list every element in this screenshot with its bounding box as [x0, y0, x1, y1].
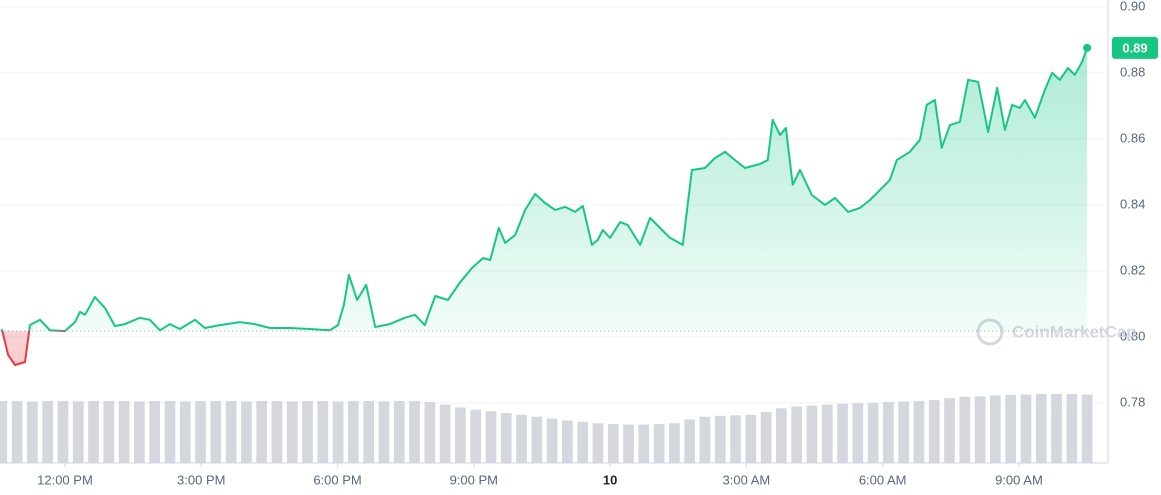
volume-bar [990, 395, 1001, 463]
area-up [1, 47, 1088, 331]
volume-bar [103, 400, 115, 463]
volume-bar [623, 424, 634, 463]
volume-bar [1066, 394, 1078, 463]
volume-bar [714, 415, 726, 463]
volume-bar [439, 404, 451, 463]
y-tick-label: 0.90 [1120, 0, 1145, 13]
volume-bar [149, 400, 161, 463]
volume-bar [378, 401, 390, 463]
volume-bar [27, 401, 38, 463]
volume-bar [225, 400, 237, 463]
volume-bar [607, 424, 619, 463]
volume-bar [210, 400, 222, 463]
volume-bar [730, 415, 741, 463]
volume-bar [699, 416, 711, 463]
volume-bar [745, 414, 757, 463]
volume-bar [393, 400, 405, 463]
volume-bar [42, 400, 54, 463]
x-tick-label: 9:00 PM [450, 472, 498, 487]
volume-bar [0, 400, 8, 463]
volume-bar [317, 400, 329, 463]
volume-bar [179, 401, 191, 463]
volume-bar [791, 406, 803, 463]
volume-bar [776, 408, 787, 463]
volume-bar [164, 400, 176, 463]
last-price-label: 0.89 [1122, 40, 1147, 55]
volume-bar [1081, 394, 1093, 463]
volume-bar [470, 409, 482, 463]
x-tick-label: 3:00 PM [177, 472, 225, 487]
volume-bar [72, 401, 84, 463]
volume-bar [195, 400, 206, 463]
volume-bar [57, 400, 69, 463]
volume-bar [1020, 394, 1032, 463]
volume-bar [500, 412, 512, 463]
x-tick-label: 9:00 AM [995, 472, 1043, 487]
volume-bar [806, 405, 818, 463]
volume-bar [485, 411, 497, 463]
area-down [2, 330, 66, 365]
x-tick-label: 6:00 PM [313, 472, 361, 487]
y-tick-label: 0.80 [1120, 328, 1145, 343]
volume-bar [837, 403, 848, 463]
volume-bar [1051, 394, 1062, 463]
volume-bar [883, 401, 894, 463]
volume-bar [11, 400, 23, 463]
volume-bar [516, 414, 527, 463]
y-tick-label: 0.82 [1120, 262, 1145, 277]
volume-bar [424, 401, 436, 463]
volume-bar [898, 401, 910, 463]
volume-bar [669, 423, 680, 463]
volume-bar [455, 407, 466, 463]
last-point [1083, 43, 1092, 52]
volume-bar [944, 398, 955, 463]
volume-bar [88, 400, 99, 463]
y-tick-label: 0.78 [1120, 394, 1145, 409]
x-tick-label: 6:00 AM [859, 472, 907, 487]
x-tick-label: 12:00 PM [37, 472, 93, 487]
volume-bar [913, 400, 925, 463]
volume-bar [332, 401, 344, 463]
volume-bar [286, 401, 298, 463]
volume-bar [348, 400, 359, 463]
volume-bar [118, 400, 130, 463]
x-tick-label: 10 [603, 472, 617, 487]
volume-bar [653, 424, 665, 463]
last-price-box [1112, 36, 1158, 59]
y-tick-label: 0.86 [1120, 130, 1145, 145]
volume-bar [852, 403, 864, 463]
volume-bar [409, 400, 420, 463]
volume-bar [760, 412, 772, 463]
volume-bar [1035, 394, 1047, 463]
volume-bar [592, 423, 604, 463]
volume-bar [959, 396, 971, 463]
volume-bar [577, 421, 589, 463]
volume-bar [241, 401, 252, 463]
volume-bar [821, 404, 833, 463]
volume-bar [684, 419, 696, 463]
y-tick-label: 0.88 [1120, 64, 1145, 79]
volume-bar [531, 416, 543, 463]
volume-bar [302, 400, 313, 463]
volume-bar [638, 424, 650, 463]
x-tick-label: 3:00 AM [723, 472, 771, 487]
volume-bar [271, 400, 283, 463]
volume-bar [974, 396, 986, 463]
volume-bar [1005, 394, 1017, 463]
volume-bar [363, 400, 375, 463]
price-line [0, 47, 1089, 331]
volume-bar [256, 400, 268, 463]
volume-bar [546, 418, 558, 463]
y-tick-label: 0.84 [1120, 196, 1145, 211]
volume-bar [928, 400, 940, 463]
volume-bar [562, 420, 573, 463]
volume-bar [867, 402, 879, 463]
volume-bar [134, 401, 145, 463]
